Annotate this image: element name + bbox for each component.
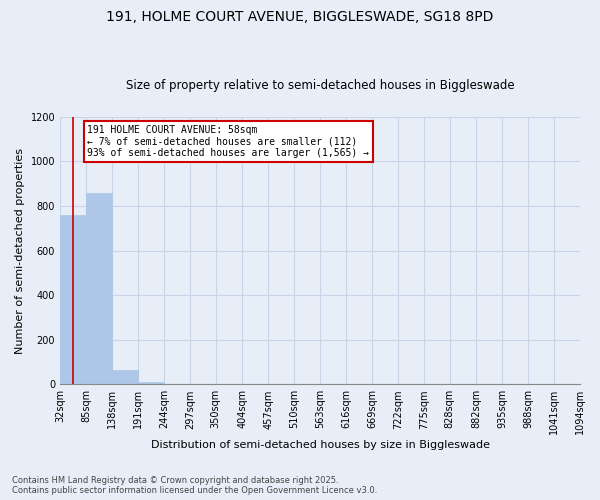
Title: Size of property relative to semi-detached houses in Biggleswade: Size of property relative to semi-detach…: [126, 79, 514, 92]
Bar: [112, 370, 138, 384]
Text: 191, HOLME COURT AVENUE, BIGGLESWADE, SG18 8PD: 191, HOLME COURT AVENUE, BIGGLESWADE, SG…: [106, 10, 494, 24]
Bar: [60, 215, 86, 384]
Bar: [138, 382, 164, 384]
Y-axis label: Number of semi-detached properties: Number of semi-detached properties: [15, 148, 25, 354]
Bar: [86, 192, 112, 384]
Text: 191 HOLME COURT AVENUE: 58sqm
← 7% of semi-detached houses are smaller (112)
93%: 191 HOLME COURT AVENUE: 58sqm ← 7% of se…: [88, 125, 370, 158]
X-axis label: Distribution of semi-detached houses by size in Biggleswade: Distribution of semi-detached houses by …: [151, 440, 490, 450]
Text: Contains HM Land Registry data © Crown copyright and database right 2025.
Contai: Contains HM Land Registry data © Crown c…: [12, 476, 377, 495]
